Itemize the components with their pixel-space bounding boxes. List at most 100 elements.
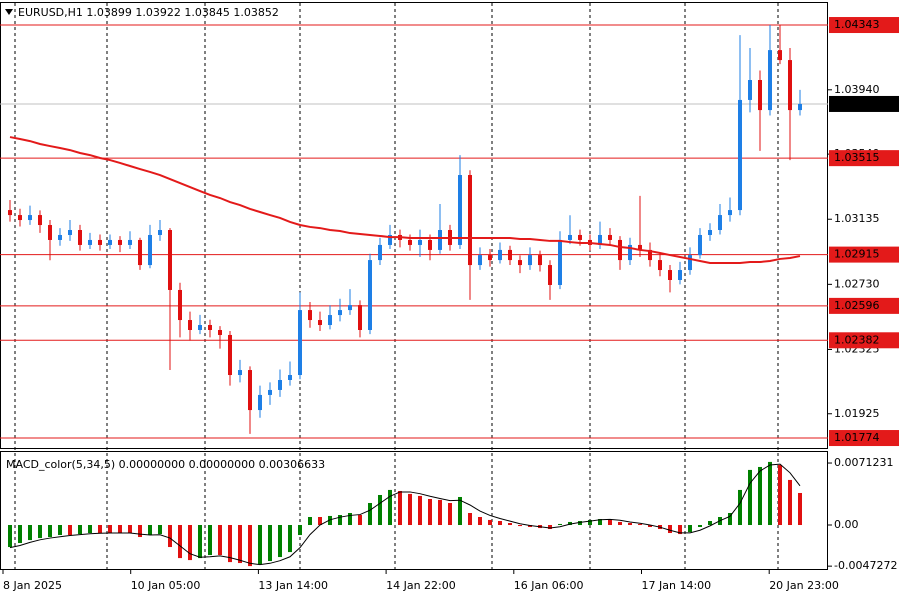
- candle-body: [658, 260, 662, 271]
- candle-body: [58, 234, 62, 240]
- macd-bar: [568, 521, 572, 526]
- macd-bar: [418, 495, 422, 526]
- candle-body: [338, 310, 342, 316]
- candle-body: [498, 249, 502, 261]
- x-tick-label: 16 Jan 06:00: [514, 579, 584, 592]
- macd-bar: [148, 525, 152, 536]
- macd-bar: [198, 525, 202, 559]
- candle-body: [268, 389, 272, 395]
- macd-bar: [238, 525, 242, 564]
- level-box: [829, 150, 899, 167]
- candle-body: [78, 230, 82, 245]
- macd-bar: [768, 461, 772, 526]
- macd-bar: [518, 525, 522, 527]
- candle-body: [278, 379, 282, 390]
- candle-body: [488, 255, 492, 261]
- macd-bar: [398, 490, 402, 526]
- macd-bar: [128, 525, 132, 534]
- level-label: 1.02915: [834, 248, 880, 261]
- candle-body: [778, 50, 782, 61]
- macd-bar: [368, 502, 372, 526]
- candle-body: [258, 394, 262, 411]
- macd-bar: [98, 525, 102, 534]
- candle-body: [408, 239, 412, 245]
- y-tick-label: 1.03940: [834, 83, 880, 96]
- candle-body: [608, 234, 612, 240]
- macd-bar: [318, 517, 322, 526]
- level-label: 1.02382: [834, 333, 880, 346]
- candle-body: [698, 234, 702, 256]
- x-tick-label: 10 Jan 05:00: [131, 579, 201, 592]
- candle-body: [428, 239, 432, 250]
- macd-bar: [108, 525, 112, 534]
- macd-bar: [648, 525, 652, 528]
- candle-body: [648, 249, 652, 261]
- candle-body: [568, 234, 572, 240]
- macd-bar: [358, 515, 362, 526]
- macd-bar: [558, 523, 562, 526]
- y-tick-label: 1.03135: [834, 212, 880, 225]
- level-box: [829, 246, 899, 263]
- candle-body: [198, 325, 202, 330]
- menu-arrow[interactable]: [5, 9, 13, 15]
- candle-body: [718, 215, 722, 231]
- candle-body: [118, 239, 122, 245]
- candle-body: [748, 80, 752, 100]
- candle-body: [358, 305, 362, 330]
- candle-body: [378, 244, 382, 261]
- macd-bar: [588, 519, 592, 526]
- signal-line: [9, 463, 801, 566]
- x-tick-label: 8 Jan 2025: [3, 579, 62, 592]
- macd-bar: [78, 525, 82, 535]
- macd-bar: [488, 519, 492, 526]
- candle-body: [8, 210, 12, 216]
- moving-average: [9, 136, 801, 264]
- x-tick-label: 20 Jan 23:00: [769, 579, 839, 592]
- candle-body: [638, 244, 642, 250]
- macd-panel-frame: [0, 451, 828, 570]
- vertical-grid: [14, 3, 779, 570]
- level-label: 1.03515: [834, 151, 880, 164]
- candle-body: [288, 375, 292, 380]
- macd-bar: [408, 493, 412, 526]
- candle-body: [138, 239, 142, 266]
- macd-bar: [378, 494, 382, 526]
- y-tick-label: -0.0047272: [834, 559, 897, 572]
- macd-bar: [548, 525, 552, 530]
- candle-body: [728, 210, 732, 216]
- macd-bar: [118, 525, 122, 534]
- macd-bar: [228, 525, 232, 563]
- candle-body: [18, 215, 22, 221]
- candle-body: [308, 310, 312, 321]
- candle-body: [148, 234, 152, 266]
- candle-body: [348, 305, 352, 311]
- candle-body: [368, 260, 372, 330]
- candle-body: [518, 260, 522, 266]
- macd-bar: [68, 525, 72, 536]
- candle-body: [208, 325, 212, 330]
- level-label: 1.04343: [834, 18, 880, 31]
- macd-bar: [638, 523, 642, 526]
- candle-body: [788, 60, 792, 111]
- y-tick-label: 1.01925: [834, 407, 880, 420]
- macd-bar: [298, 525, 302, 536]
- macd-bar: [88, 525, 92, 534]
- macd-bar: [328, 515, 332, 526]
- candle-body: [38, 215, 42, 226]
- macd-bar: [248, 525, 252, 567]
- x-tick-label: 14 Jan 22:00: [386, 579, 456, 592]
- level-box: [829, 332, 899, 349]
- macd-bar: [468, 513, 472, 526]
- macd-bar: [698, 525, 702, 528]
- candle-body: [438, 230, 442, 250]
- candle-body: [178, 289, 182, 321]
- candle-body: [538, 255, 542, 266]
- macd-bar: [508, 523, 512, 526]
- macd-bar: [338, 515, 342, 526]
- macd-bar: [218, 525, 222, 556]
- candle-body: [388, 234, 392, 245]
- macd-bar: [428, 498, 432, 526]
- macd-bar: [168, 525, 172, 548]
- candle-body: [578, 234, 582, 240]
